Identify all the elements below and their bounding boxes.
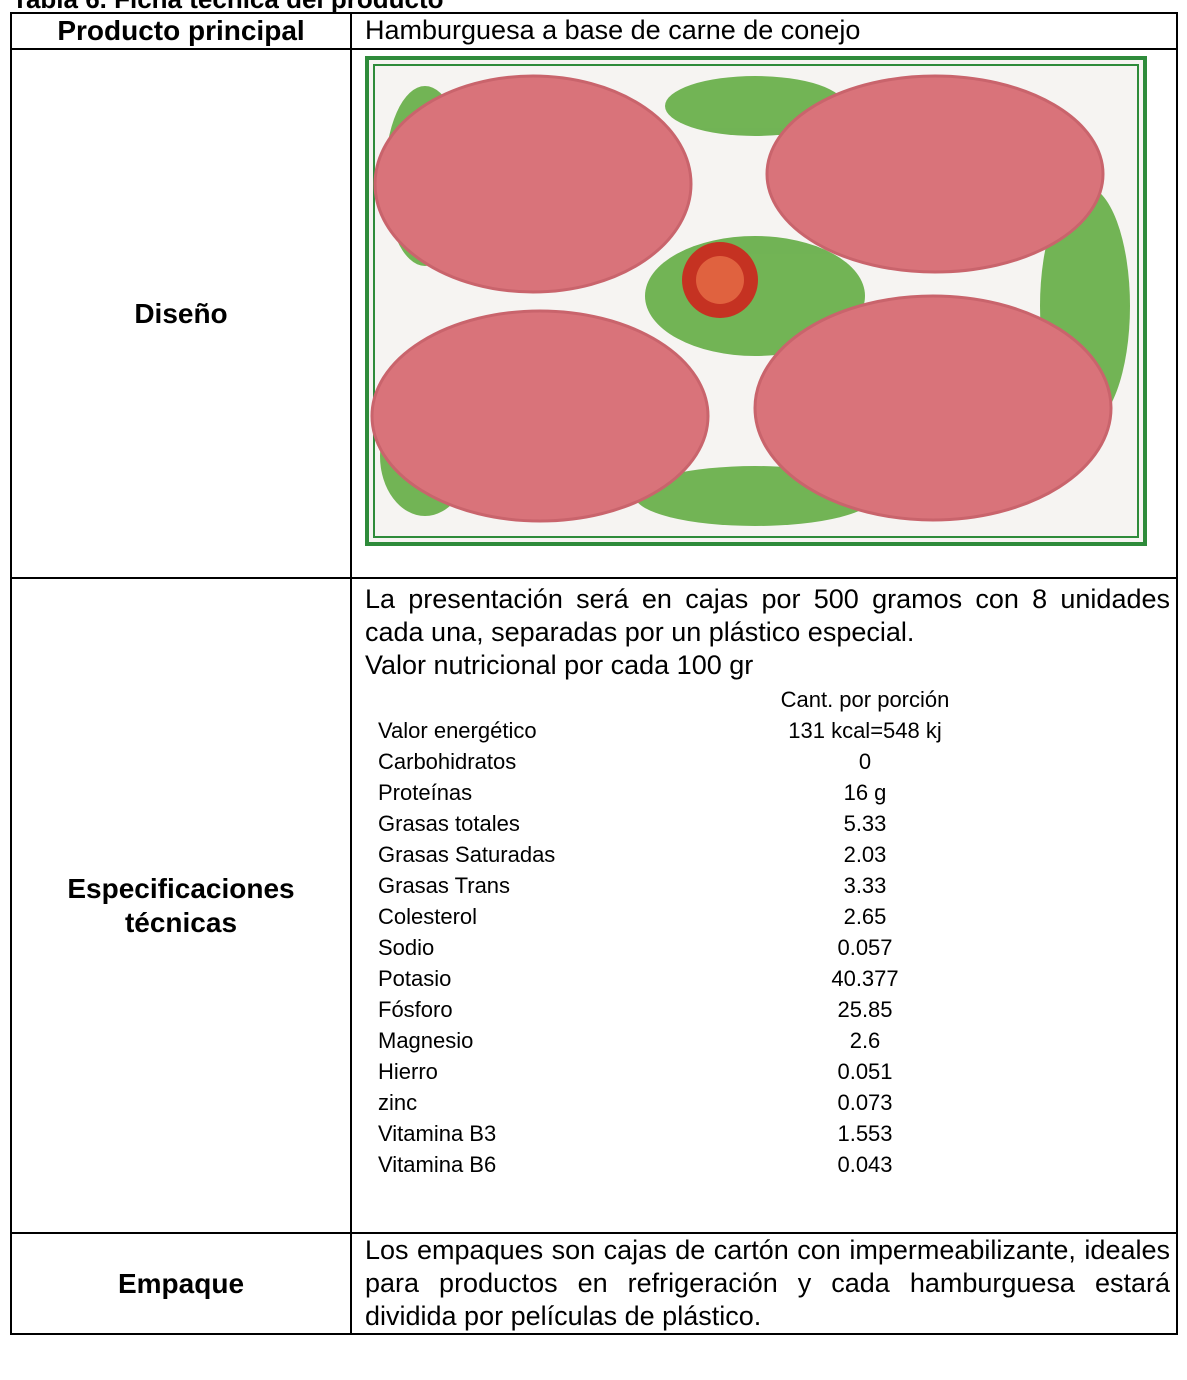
row-header: Especificaciones técnicas <box>10 577 352 1234</box>
nutrient-amount: 2.03 <box>843 842 887 867</box>
paragraph: Los empaques son cajas de cartón con imp… <box>365 1235 1170 1331</box>
row: Empaque Los empaques son cajas de cartón… <box>10 1232 1178 1335</box>
nutrient-name: zinc <box>378 1090 418 1115</box>
nutrient-amount: 25.85 <box>837 997 893 1022</box>
paragraph: Valor nutricional por cada 100 gr <box>365 650 754 680</box>
nutrition-row: Proteínas 16 g <box>378 777 1022 808</box>
row-content: Hamburguesa a base de carne de conejo <box>350 12 1178 50</box>
nutrient-name: Grasas Trans <box>378 873 511 898</box>
row-header: Diseño <box>10 48 352 579</box>
nutrient-name: Carbohidratos <box>378 749 517 774</box>
nutrition-row: Vitamina B3 1.553 <box>378 1118 1022 1149</box>
nutrition-row: Sodio 0.057 <box>378 932 1022 963</box>
row-content: Los empaques son cajas de cartón con imp… <box>350 1232 1178 1335</box>
nutrition-row: Grasas Trans 3.33 <box>378 870 1022 901</box>
nutrient-amount: 3.33 <box>843 873 887 898</box>
nutrient-amount: 40.377 <box>831 966 899 991</box>
nutrient-name: Valor energético <box>378 718 537 743</box>
nutrition-header-row: Cant. por porción <box>378 684 1022 715</box>
row: Producto principal Hamburguesa a base de… <box>10 12 1178 50</box>
nutrient-amount: 0.043 <box>837 1152 893 1177</box>
nutrient-name: Sodio <box>378 935 435 960</box>
nutrient-name: Fósforo <box>378 997 453 1022</box>
nutrient-amount: 1.553 <box>837 1121 893 1146</box>
nutrient-name: Potasio <box>378 966 452 991</box>
row-content <box>350 48 1178 579</box>
nutrient-amount: 0 <box>858 749 872 774</box>
nutrient-name: Grasas Saturadas <box>378 842 556 867</box>
nutrient-amount: 0.057 <box>837 935 893 960</box>
product-image <box>365 56 1147 546</box>
nutrient-amount: 0.051 <box>837 1059 893 1084</box>
nutrition-row: Grasas Saturadas 2.03 <box>378 839 1022 870</box>
nutrient-amount: 131 kcal=548 kj <box>788 718 942 743</box>
nutrient-name: Grasas totales <box>378 811 520 836</box>
row-header: Empaque <box>10 1232 352 1335</box>
nutrient-amount: 0.073 <box>837 1090 893 1115</box>
nutrient-amount: 2.65 <box>843 904 887 929</box>
nutrition-row: Fósforo 25.85 <box>378 994 1022 1025</box>
nutrient-name: Proteínas <box>378 780 473 805</box>
nutrition-row: Colesterol 2.65 <box>378 901 1022 932</box>
caption: Tabla 6. Ficha técnica del producto <box>12 0 444 15</box>
row-header: Producto principal <box>10 12 352 50</box>
paragraph: La presentación será en cajas por 500 gr… <box>365 584 1170 647</box>
nutrition-row: Potasio 40.377 <box>378 963 1022 994</box>
nutrient-name: Vitamina B3 <box>378 1121 497 1146</box>
row: Diseño <box>10 48 1178 579</box>
row: Especificaciones técnicas La presentació… <box>10 577 1178 1234</box>
nutrient-name: Colesterol <box>378 904 478 929</box>
nutrient-name: Magnesio <box>378 1028 474 1053</box>
nutrient-name: Vitamina B6 <box>378 1152 497 1177</box>
nutrition-row: Grasas totales 5.33 <box>378 808 1022 839</box>
nutrient-amount: 16 g <box>843 780 887 805</box>
nutrition-table: Cant. por porción Valor energético 131 kc… <box>378 684 1022 1180</box>
nutrition-row: Vitamina B6 0.043 <box>378 1149 1022 1180</box>
nutrition-row: Carbohidratos 0 <box>378 746 1022 777</box>
column-header: Cant. por porción <box>780 687 950 712</box>
nutrient-amount: 5.33 <box>843 811 887 836</box>
nutrient-name: Hierro <box>378 1059 438 1084</box>
nutrition-row: zinc 0.073 <box>378 1087 1022 1118</box>
nutrition-row: Magnesio 2.6 <box>378 1025 1022 1056</box>
nutrient-amount: 2.6 <box>849 1028 881 1053</box>
spec-table: Producto principal Hamburguesa a base de… <box>10 12 1178 1335</box>
nutrition-row: Hierro 0.051 <box>378 1056 1022 1087</box>
nutrition-row: Valor energético 131 kcal=548 kj <box>378 715 1022 746</box>
row-content: La presentación será en cajas por 500 gr… <box>350 577 1178 1234</box>
